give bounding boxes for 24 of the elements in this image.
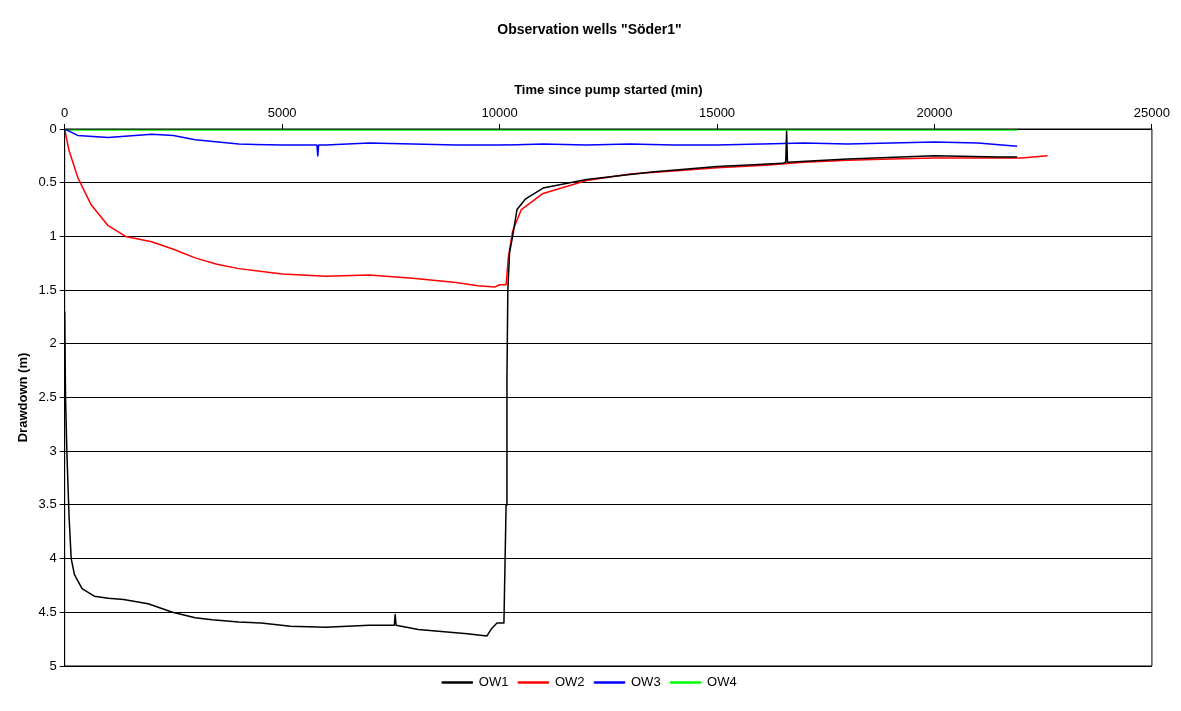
y-tick-label: 4 (49, 550, 57, 566)
y-tick-label: 1.5 (38, 281, 57, 297)
y-tick-label: 3.5 (38, 496, 57, 512)
legend-label: OW4 (707, 674, 737, 690)
y-tick-label: 2.5 (38, 389, 57, 405)
legend-label: OW2 (554, 674, 585, 690)
x-tick-label: 0 (61, 104, 69, 120)
x-tick-label: 15000 (698, 104, 736, 120)
y-tick-label: 3 (49, 442, 57, 458)
y-tick-label: 2 (49, 335, 57, 351)
x-axis-title: Time since pump started (min) (514, 82, 703, 98)
y-tick-label: 0.5 (38, 174, 57, 190)
y-axis-title: Drawdown (m) (15, 352, 31, 443)
x-tick-label: 20000 (916, 104, 953, 120)
y-tick-label: 0 (49, 120, 57, 136)
x-tick-label: 10000 (481, 104, 518, 120)
legend-label: OW3 (631, 674, 661, 690)
y-tick-label: 5 (49, 657, 57, 673)
x-tick-label: 25000 (1133, 104, 1170, 120)
x-tick-label: 5000 (267, 104, 297, 120)
y-tick-label: 1 (49, 227, 57, 243)
chart-title: Observation wells "Söder1" (497, 21, 682, 38)
y-tick-label: 4.5 (38, 603, 57, 619)
legend-label: OW1 (478, 674, 509, 690)
